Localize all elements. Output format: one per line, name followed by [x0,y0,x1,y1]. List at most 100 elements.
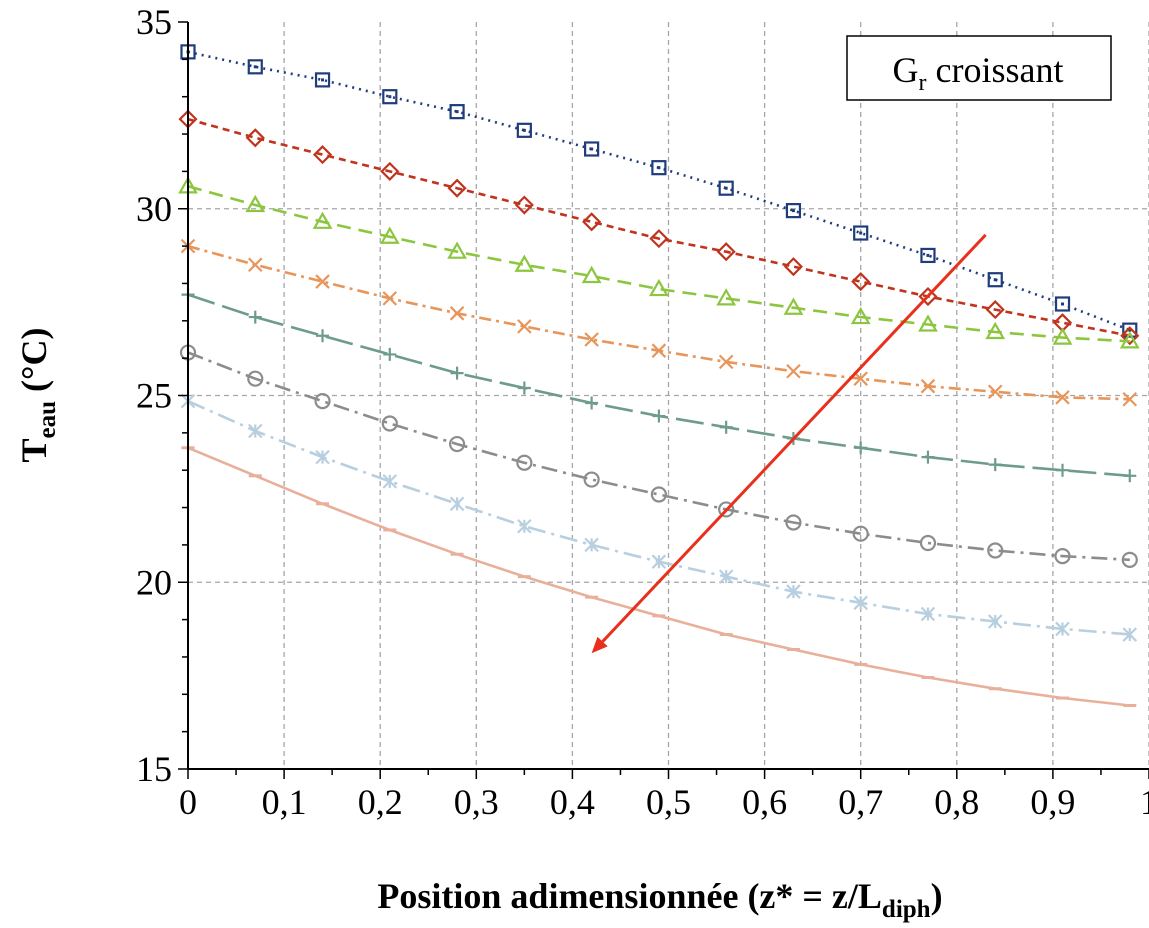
x-tick-label: 0,4 [550,782,595,822]
x-axis-title: Position adimensionnée (z* = z/Ldiph) [377,876,942,923]
data-point-marker [316,329,330,343]
data-point-marker [988,458,1002,472]
data-point-marker-dot [321,78,325,82]
data-point-marker [448,435,466,453]
data-point-marker [649,229,669,249]
data-point-marker [248,310,262,324]
data-point-marker [1122,391,1138,407]
data-point-marker [581,265,602,284]
data-point-marker [921,450,935,464]
annotation-text-main: G [893,50,919,90]
series-4 [180,238,1138,407]
data-point-marker [314,72,331,88]
data-point-marker [1121,551,1138,568]
data-point-marker [1055,621,1070,637]
data-point-marker [245,194,266,213]
data-point-marker [651,160,667,176]
data-point-marker [1056,463,1070,477]
data-point-marker [785,514,802,531]
data-point-marker [380,161,400,181]
data-point-marker [853,225,869,241]
y-tick-label: 25 [136,376,172,416]
y-tick-label: 35 [136,2,172,42]
data-point-marker [718,501,735,518]
data-point-marker [516,122,532,138]
data-point-marker [382,89,398,105]
series-line [187,399,1130,636]
data-point-marker [517,518,532,534]
series-5 [181,288,1137,483]
data-point-marker [312,145,333,165]
data-point-marker [719,420,733,434]
data-point-marker [850,306,871,325]
x-tick-label: 0,2 [358,782,403,822]
data-point-marker [247,59,263,75]
axes [178,21,1149,779]
data-point-marker [985,300,1005,320]
series-7 [180,393,1138,642]
data-point-marker [651,343,667,358]
data-point-marker [517,319,532,334]
data-point-marker [718,354,734,370]
data-point-marker-dot [1128,328,1132,332]
data-point-marker [245,128,265,148]
data-point-marker [584,332,599,347]
data-point-marker [449,306,465,321]
data-point-marker [1122,322,1138,338]
data-point-marker [851,272,871,292]
data-point-marker [383,347,397,361]
data-point-marker-dot [1061,302,1065,306]
series-layer [178,44,1140,708]
data-point-marker [718,569,734,584]
data-point-marker [516,454,533,471]
data-point-marker [514,254,535,272]
data-point-marker [247,257,263,273]
data-point-marker [783,297,804,315]
data-point-marker [919,534,937,552]
data-point-marker [382,291,398,306]
data-point-marker [447,241,467,259]
data-point-marker [985,321,1006,340]
annotation-arrowhead [591,636,608,654]
data-point-marker-dot [253,65,257,69]
data-point-marker [314,393,331,410]
data-point-marker [382,474,398,489]
series-line [187,185,1130,343]
annotation-arrow [601,233,987,643]
data-point-marker-dot [791,209,795,213]
data-point-marker [312,211,333,229]
data-point-marker [786,363,801,379]
data-point-marker [247,423,263,439]
x-axis-title-main: Position adimensionnée (z* = z/L [377,876,882,916]
annotation-text-rest: croissant [927,50,1064,90]
data-point-marker-dot [724,186,728,190]
data-point-marker [517,381,531,395]
data-point-marker-dot [455,110,459,114]
data-point-marker [920,378,936,394]
data-point-marker [852,525,869,542]
data-point-marker [987,272,1003,288]
grid [188,22,1149,769]
data-point-marker-dot [926,253,930,257]
data-point-marker [918,286,938,307]
x-axis-title-sub: diph [882,896,931,923]
x-tick-label: 0,1 [262,782,307,822]
series-line [187,244,1130,401]
data-point-marker [716,288,737,306]
y-axis-title: Teau (°C) [14,328,61,463]
data-point-marker [315,449,330,465]
data-point-marker-dot [522,128,526,132]
data-point-marker [583,471,600,488]
tick-labels: 15 20 25 30 35 0 0,1 0,2 0,3 0,4 0,5 0,6 0,7 0,8 0,9 1 [136,2,1149,822]
data-point-marker [785,203,802,219]
x-tick-label: 0,3 [454,782,499,822]
data-point-marker-dot [859,231,863,235]
x-axis-title-end: ) [931,876,943,916]
x-tick-label: 0 [179,782,197,822]
data-point-marker [651,554,667,569]
data-point-marker [987,542,1004,559]
data-point-marker [652,409,666,423]
data-point-marker [1052,327,1073,345]
x-tick-label: 0,6 [742,782,787,822]
